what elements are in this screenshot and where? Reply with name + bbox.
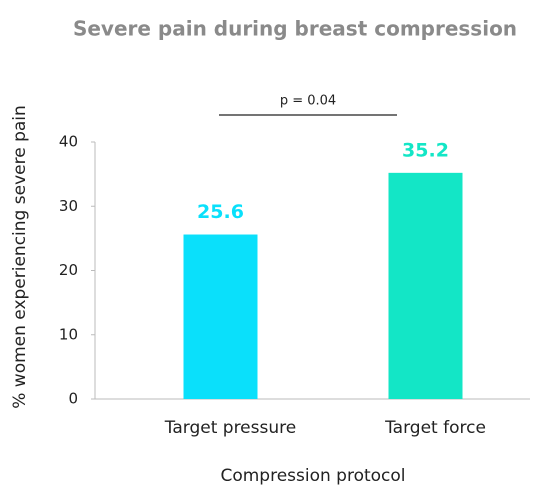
x-axis-label: Compression protocol	[220, 466, 405, 486]
value-label: 25.6	[197, 201, 244, 223]
chart-title: Severe pain during breast compression	[73, 17, 517, 41]
bar	[388, 172, 463, 399]
x-tick-label: Target force	[384, 418, 486, 438]
annotation: p = 0.04	[280, 94, 336, 109]
bar	[183, 234, 258, 399]
y-tick-label: 40	[59, 133, 78, 151]
y-tick-label: 10	[59, 325, 78, 343]
y-tick-label: 20	[59, 261, 78, 279]
y-axis-label: % women experiencing severe pain	[10, 105, 30, 409]
x-tick-label: Target pressure	[164, 418, 296, 438]
value-label: 35.2	[402, 139, 449, 161]
y-tick-label: 30	[59, 197, 78, 215]
y-tick-label: 0	[68, 390, 78, 408]
